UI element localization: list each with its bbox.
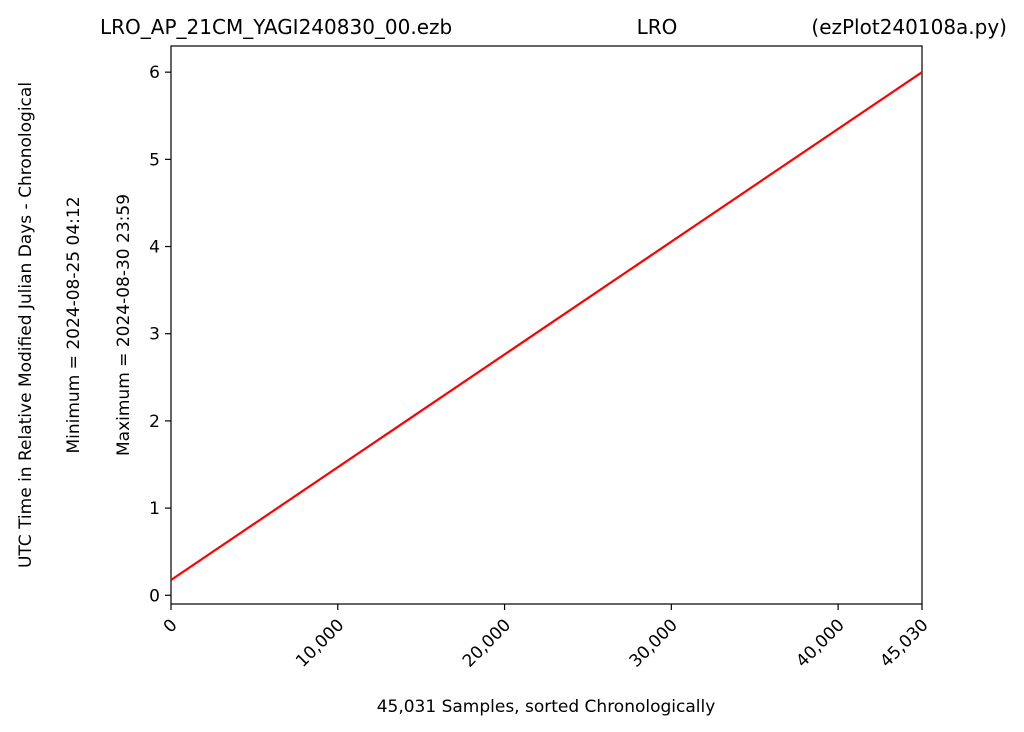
x-axis: 0 10,000 20,000 30,000 40,000 45,030 xyxy=(160,604,933,672)
y-tick-label: 3 xyxy=(149,325,160,345)
chart-title-site: LRO xyxy=(637,15,678,39)
x-axis-label: 45,031 Samples, sorted Chronologically xyxy=(377,697,716,717)
x-tick-label: 10,000 xyxy=(292,615,348,671)
x-tick-label: 30,000 xyxy=(626,615,682,671)
chart-title-program: (ezPlot240108a.py) xyxy=(811,15,1007,39)
y-tick-label: 0 xyxy=(149,586,160,606)
y-tick-label: 2 xyxy=(149,412,160,432)
y-tick-label: 1 xyxy=(149,499,160,519)
x-tick-label: 40,000 xyxy=(792,615,848,671)
y-axis: 0 1 2 3 4 5 6 xyxy=(149,63,171,606)
series-layer xyxy=(170,71,923,581)
x-tick-label: 45,030 xyxy=(876,615,932,671)
chart-title-filename: LRO_AP_21CM_YAGI240830_00.ezb xyxy=(100,15,452,39)
y-axis-label-maximum: Maximum = 2024-08-30 23:59 xyxy=(114,194,134,456)
y-axis-label: UTC Time in Relative Modified Julian Day… xyxy=(16,82,36,568)
x-tick-label: 0 xyxy=(160,615,182,637)
y-tick-label: 6 xyxy=(149,63,160,83)
x-tick-label: 20,000 xyxy=(459,615,515,671)
plot-area xyxy=(170,45,923,605)
y-tick-label: 4 xyxy=(149,238,160,258)
y-tick-label: 5 xyxy=(149,150,160,170)
series-line xyxy=(170,71,923,581)
y-axis-label-minimum: Minimum = 2024-08-25 04:12 xyxy=(64,196,84,453)
